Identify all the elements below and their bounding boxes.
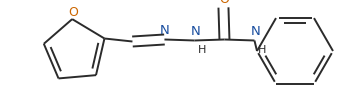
Text: N: N: [160, 24, 169, 37]
Text: H: H: [258, 46, 267, 56]
Text: H: H: [198, 46, 207, 56]
Text: O: O: [220, 0, 229, 6]
Text: N: N: [251, 25, 260, 38]
Text: N: N: [191, 25, 200, 38]
Text: O: O: [68, 6, 78, 19]
